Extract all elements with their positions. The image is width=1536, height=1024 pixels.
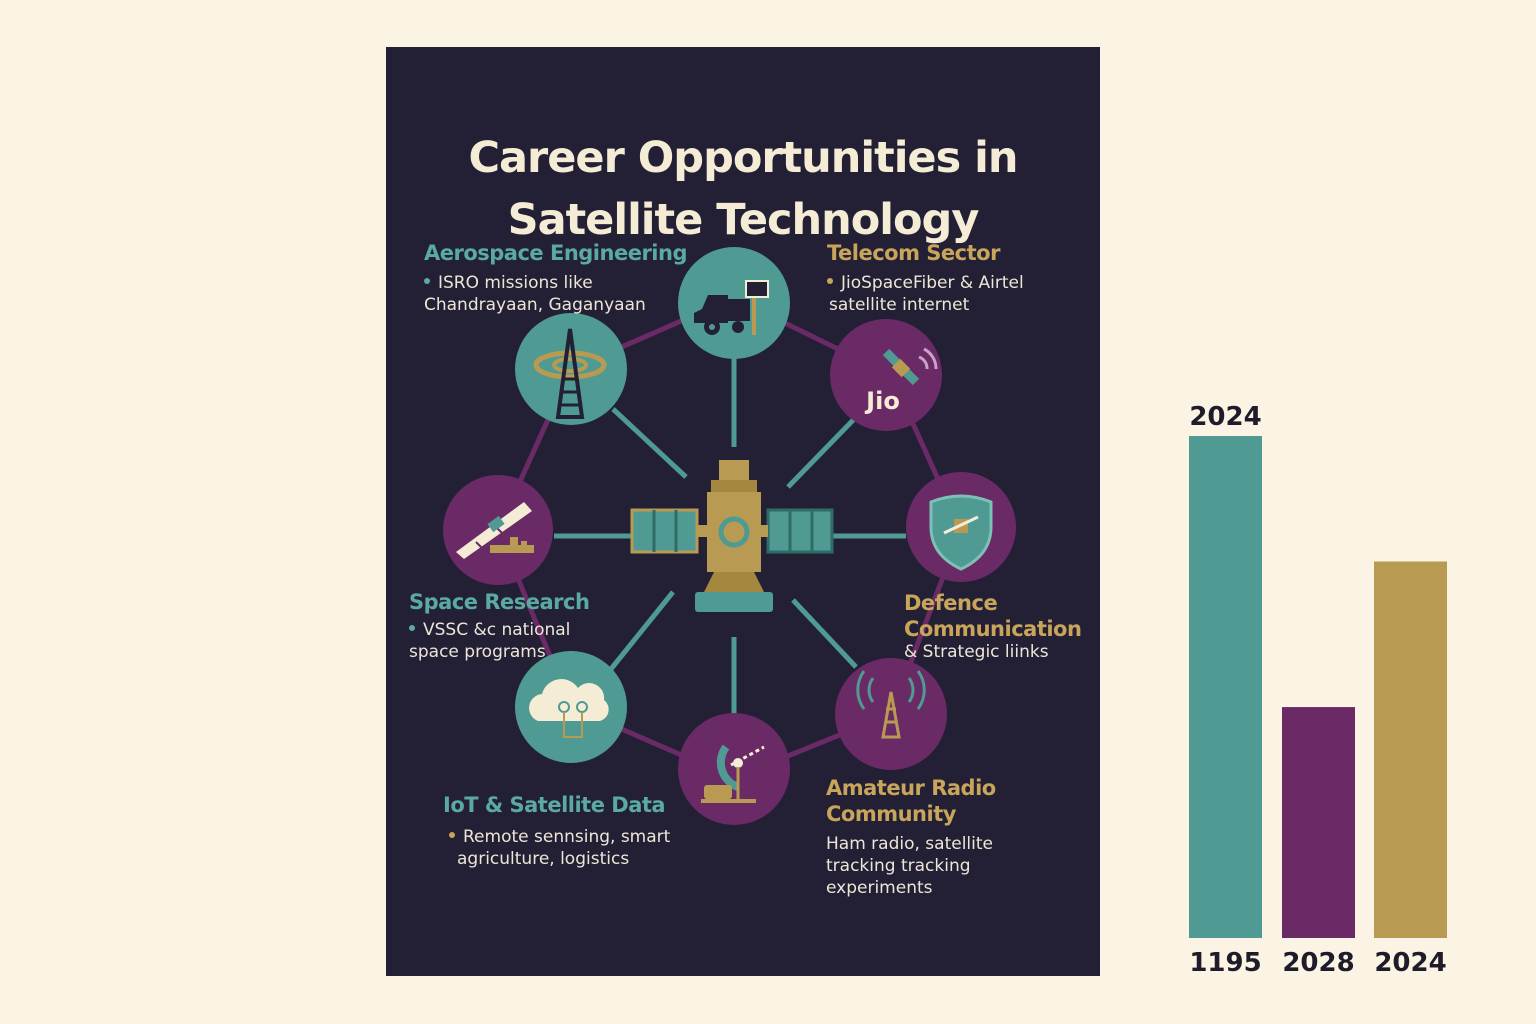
- title-line-2: Satellite Technology: [507, 195, 980, 245]
- node-top-right: Jio: [830, 319, 942, 431]
- solar-panel-satellite-icon: [456, 502, 534, 559]
- node-bottom-left: [515, 651, 627, 763]
- bullet-icon: [449, 832, 455, 838]
- section-desc: Chandrayaan, Gaganyaan: [424, 295, 646, 315]
- section-defence: Defence Communication & Strategic liinks: [904, 590, 1082, 663]
- section-title: Aerospace Engineering: [424, 241, 687, 265]
- section-iot: IoT & Satellite Data Remote sennsing, sm…: [443, 792, 670, 870]
- section-desc: ISRO missions like: [438, 273, 593, 293]
- section-desc: Ham radio, satellite: [826, 834, 993, 854]
- section-desc: & Strategic liinks: [904, 642, 1049, 662]
- node-bottom: [678, 713, 790, 825]
- poster: Career Opportunities in Satellite Techno…: [386, 47, 1100, 976]
- bar-1: [1282, 707, 1355, 938]
- shield-satellite-icon: [929, 494, 993, 571]
- node-left: [443, 475, 553, 585]
- section-telecom: Telecom Sector JioSpaceFiber & Airtel sa…: [827, 240, 1024, 316]
- cloud-iot-icon: [529, 679, 609, 738]
- section-desc: experiments: [826, 878, 933, 898]
- bullet-icon: [827, 278, 833, 284]
- section-desc: JioSpaceFiber & Airtel: [841, 273, 1024, 293]
- section-title: Telecom Sector: [827, 241, 1000, 265]
- section-desc: Remote sennsing, smart: [463, 827, 671, 847]
- category-label-1: 2028: [1282, 948, 1354, 978]
- satellite-jio-icon: Jio: [864, 347, 938, 415]
- truck-antenna-icon: [694, 280, 769, 335]
- section-desc: satellite internet: [829, 295, 970, 315]
- poster-title: Career Opportunities in Satellite Techno…: [386, 127, 1100, 251]
- spoke-connectors: [554, 357, 906, 719]
- node-bottom-right: [835, 658, 947, 770]
- section-title: Communication: [904, 617, 1082, 641]
- section-title: Space Research: [409, 590, 590, 614]
- category-label-0: 1195: [1189, 948, 1261, 978]
- section-title: Community: [826, 802, 956, 826]
- radio-tower-icon: [856, 670, 926, 739]
- section-desc: agriculture, logistics: [457, 849, 630, 869]
- radio-tower-ring-icon: [533, 328, 607, 419]
- title-line-1: Career Opportunities in: [468, 133, 1018, 183]
- section-aerospace: Aerospace Engineering ISRO missions like…: [424, 240, 687, 316]
- node-right: [906, 472, 1016, 582]
- section-desc: VSSC &c national: [423, 620, 571, 640]
- node-top: [678, 247, 790, 359]
- section-desc: tracking tracking: [826, 856, 971, 876]
- satellite-icon: [630, 460, 834, 612]
- section-title: Amateur Radio: [826, 776, 996, 800]
- section-space-research: Space Research VSSC &c national space pr…: [409, 589, 590, 663]
- bullet-icon: [424, 278, 430, 284]
- section-desc: space programs: [409, 642, 546, 662]
- section-amateur: Amateur Radio Community Ham radio, satel…: [826, 775, 996, 899]
- bar-top-label: 2024: [1189, 402, 1261, 432]
- jio-label: Jio: [864, 387, 900, 415]
- satellite-dish-icon: [701, 744, 765, 803]
- bar-2: [1374, 561, 1447, 938]
- bullet-icon: [409, 625, 415, 631]
- section-title: IoT & Satellite Data: [443, 793, 666, 817]
- career-diagram: Jio: [443, 247, 1016, 825]
- section-title: Defence: [904, 591, 998, 615]
- category-label-2: 2024: [1374, 948, 1446, 978]
- node-top-left: [515, 313, 627, 425]
- bar-0: [1189, 436, 1262, 938]
